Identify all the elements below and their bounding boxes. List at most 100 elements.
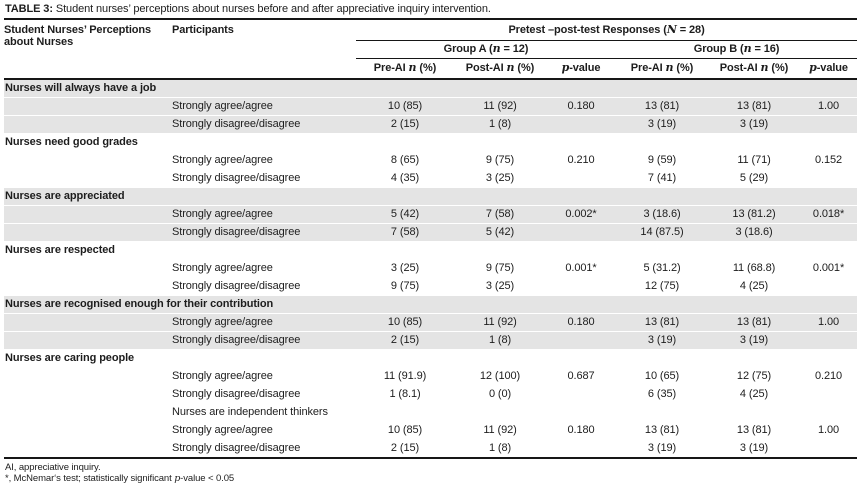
value-cell: 5 (42) — [356, 205, 454, 224]
p-value-cell: 0.210 — [815, 370, 843, 382]
value-cell: 5 (42) — [454, 223, 546, 242]
participant-label: Strongly agree/agree — [172, 313, 356, 332]
spacer-cell — [4, 422, 172, 440]
spacer-cell — [4, 313, 172, 332]
participant-label: Strongly agree/agree — [172, 154, 273, 166]
section-title-row: Nurses are caring people — [4, 350, 857, 368]
col-header-pre-ai-b: Pre-AI n (%) — [616, 58, 708, 80]
section-title-row: Nurses are respected — [4, 242, 857, 260]
p-value-cell — [800, 440, 857, 458]
participant-label: Strongly disagree/disagree — [172, 223, 356, 242]
section-title: Nurses are appreciated — [4, 187, 858, 206]
value-cell: 9 (59) — [647, 154, 677, 166]
value-cell: 2 (15) — [356, 331, 454, 350]
value-cell: 14 (87.5) — [616, 223, 708, 242]
participant-label: Strongly disagree/disagree — [172, 441, 301, 454]
participant-row: Strongly agree/agree 10 (85) 11 (92) 0.1… — [4, 313, 858, 332]
participant-row: Strongly disagree/disagree 7 (58) 5 (42)… — [4, 223, 858, 242]
section-title: Nurses will always have a job — [4, 79, 858, 98]
participant-label: Strongly disagree/disagree — [172, 280, 301, 292]
value-cell: 3 (19) — [616, 115, 708, 134]
table-caption-text: Student nurses’ perceptions about nurses… — [55, 3, 491, 15]
value-cell: 7 (58) — [356, 223, 454, 242]
spacer-cell — [4, 386, 172, 404]
value-cell: 1 (8.1) — [389, 388, 421, 400]
value-cell: 7 (41) — [647, 172, 677, 184]
spacer-cell — [4, 115, 172, 134]
value-cell: 11 (92) — [454, 97, 546, 116]
value-cell: 9 (75) — [390, 280, 420, 292]
value-cell: 13 (81) — [644, 424, 680, 436]
value-cell: 3 (18.6) — [616, 205, 708, 224]
participant-row: Strongly agree/agree 5 (42) 7 (58) 0.002… — [4, 205, 858, 224]
participant-label: Strongly agree/agree — [172, 424, 273, 436]
value-cell: 1 (8) — [454, 115, 546, 134]
section-title: Nurses are caring people — [5, 352, 135, 365]
p-value-cell — [546, 115, 616, 134]
value-cell: 11 (71) — [737, 154, 771, 166]
p-value-cell — [800, 278, 857, 296]
p-value-cell — [800, 386, 857, 404]
section-title: Nurses are respected — [5, 244, 115, 257]
spacer-cell — [4, 404, 172, 422]
spacer-cell — [4, 205, 172, 224]
section-title: Nurses are recognised enough for their c… — [4, 295, 858, 314]
value-cell: 10 (85) — [356, 97, 454, 116]
participant-label: Strongly agree/agree — [172, 262, 273, 274]
p-value-cell — [546, 278, 616, 296]
value-cell: 13 (81) — [616, 97, 708, 116]
section-title-row: Nurses are appreciated — [4, 187, 858, 206]
value-cell: 3 (25) — [485, 172, 515, 184]
p-value-cell: 0.180 — [567, 424, 595, 436]
value-cell: 13 (81) — [736, 424, 772, 436]
value-cell: 5 (31.2) — [643, 262, 681, 274]
value-cell: 2 (15) — [356, 115, 454, 134]
value-cell: 10 (65) — [644, 370, 680, 382]
value-cell: 3 (19) — [708, 115, 800, 134]
p-value-cell: 1.00 — [818, 424, 840, 436]
footnote-abbreviation: AI, appreciative inquiry. — [5, 461, 101, 473]
participant-row: Strongly agree/agree 10 (85) 11 (92) 0.1… — [4, 422, 857, 440]
participant-label: Strongly agree/agree — [172, 370, 273, 382]
value-cell: 3 (18.6) — [708, 223, 800, 242]
p-value-cell: 1.00 — [800, 313, 858, 332]
value-cell: 3 (19) — [616, 331, 708, 350]
col-header-p-value-b: p-value — [800, 58, 858, 80]
p-value-cell: 1.00 — [800, 97, 858, 116]
spacer-cell — [4, 331, 172, 350]
section-title-row: Nurses are independent thinkers — [4, 404, 857, 422]
col-header-post-ai-a: Post-AI n (%) — [454, 58, 546, 80]
value-cell: 3 (25) — [485, 280, 515, 292]
participant-row: Strongly disagree/disagree 2 (15) 1 (8) … — [4, 115, 858, 134]
header-row-measures: Pre-AI n (%) Post-AI n (%) p-value Pre-A… — [4, 58, 858, 80]
value-cell: 3 (25) — [390, 262, 420, 274]
value-cell: 12 (75) — [644, 280, 680, 292]
value-cell: 1 (8) — [454, 331, 546, 350]
col-header-group-b: Group B (n = 16) — [616, 40, 858, 59]
participant-label: Strongly agree/agree — [172, 97, 356, 116]
spacer-cell — [4, 97, 172, 116]
spacer-cell — [4, 223, 172, 242]
value-cell: 6 (35) — [647, 388, 677, 400]
footnote-significance: *, McNemar‘s test; statistically signifi… — [5, 473, 235, 484]
value-cell: 12 (75) — [736, 370, 772, 382]
participant-label: Strongly disagree/disagree — [172, 331, 356, 350]
participant-row: Strongly disagree/disagree 2 (15) 1 (8) … — [4, 440, 857, 458]
participant-row: Strongly disagree/disagree 9 (75) 3 (25)… — [4, 278, 857, 296]
participant-row: Strongly disagree/disagree 4 (35) 3 (25)… — [4, 170, 857, 188]
spacer-cell — [4, 260, 172, 278]
col-header-participants: Participants — [172, 19, 356, 80]
spacer-cell — [4, 152, 172, 170]
participant-label: Strongly agree/agree — [172, 205, 356, 224]
value-cell: 9 (75) — [485, 262, 515, 274]
value-cell: 12 (100) — [479, 370, 521, 382]
section-title-row: Nurses are recognised enough for their c… — [4, 295, 858, 314]
participant-row: Strongly agree/agree 10 (85) 11 (92) 0.1… — [4, 97, 858, 116]
spacer-cell — [4, 368, 172, 386]
value-cell: 13 (81.2) — [708, 205, 800, 224]
p-value-cell — [800, 223, 858, 242]
spacer-cell — [4, 440, 172, 458]
participant-row: Strongly agree/agree 8 (65) 9 (75) 0.210… — [4, 152, 857, 170]
section-title-row: Nurses need good grades — [4, 134, 857, 152]
